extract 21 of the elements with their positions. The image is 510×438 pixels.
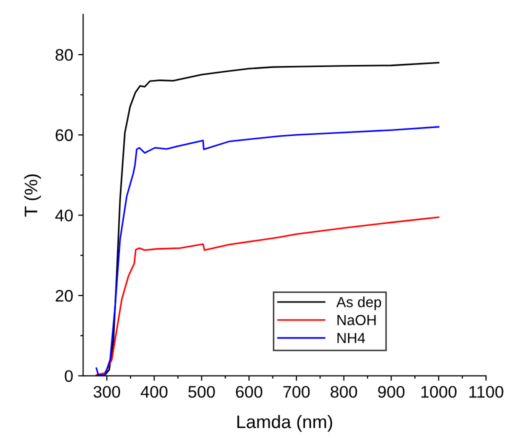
- line-series: [96, 216, 440, 376]
- x-tick-label: 1100: [469, 386, 504, 398]
- y-axis-title: T (%): [24, 174, 41, 217]
- x-tick-label: 800: [330, 386, 358, 398]
- y-tick-label: 60: [56, 129, 73, 142]
- legend-label: NH4: [337, 333, 366, 344]
- x-tick-label: 700: [283, 386, 310, 398]
- x-tick-label: 600: [236, 386, 262, 398]
- x-tick-label: 900: [378, 386, 404, 398]
- line-series: [96, 126, 440, 376]
- legend-label: As dep: [336, 296, 382, 310]
- y-tick-label: 80: [56, 49, 73, 61]
- y-tick-label: 20: [56, 290, 73, 302]
- x-axis-title: Lamda (nm): [237, 414, 332, 432]
- x-tick-label: 1000: [421, 386, 457, 398]
- x-tick-label: 400: [140, 386, 168, 398]
- x-tick-label: 500: [188, 386, 215, 398]
- y-tick-label: 40: [55, 210, 73, 222]
- y-tick-label: 0: [64, 370, 73, 382]
- x-tick-label: 300: [94, 386, 120, 398]
- legend-label: NaOH: [337, 314, 376, 326]
